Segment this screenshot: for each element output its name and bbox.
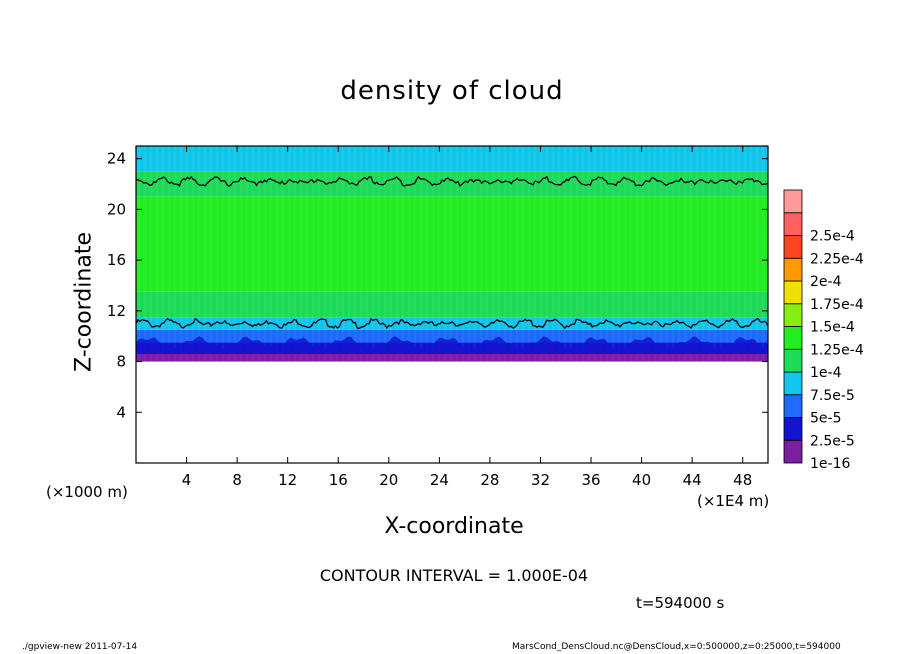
chart-title: density of cloud [340,76,564,106]
x-tick-label: 12 [278,471,297,489]
contour-interval-text: CONTOUR INTERVAL = 1.000E-04 [319,566,589,585]
density-field [136,146,768,362]
y-tick-label: 8 [116,353,126,371]
colorbar-label: 2.5e-5 [810,433,855,449]
colorbar-box [783,212,803,236]
contour-lines [135,175,769,330]
x-tick-label: 44 [683,471,702,489]
footer-right: MarsCond_DensCloud.nc@DensCloud,x=0:5000… [512,642,841,652]
y-tick-label: 20 [107,200,126,218]
colorbar-box [783,280,803,305]
x-tick-label: 24 [430,471,449,489]
y-tick-label: 16 [107,251,126,269]
colorbar-label: 1.25e-4 [810,342,864,358]
colorbar-box [783,303,803,327]
colorbar-box [783,257,803,282]
colorbar-box [783,235,803,259]
y-tick-label: 12 [107,302,126,320]
footer-left: ./gpview-new 2011-07-14 [22,642,138,652]
colorbar-label: 1e-4 [810,365,842,381]
x-tick-label: 36 [581,471,600,489]
x-tick-label: 40 [632,471,651,489]
field-texture [136,146,768,362]
x-tick-label: 28 [480,471,499,489]
field-ripple [136,336,768,354]
x-tick-label: 32 [531,471,550,489]
x-axis-label: X-coordinate [384,514,524,539]
colorbar-box [783,371,803,396]
colorbar-label: 1.75e-4 [810,297,864,313]
colorbar-box [783,439,803,464]
colorbar-label: 2.25e-4 [810,251,864,267]
y-tick-label: 24 [107,150,126,168]
colorbar-box [783,326,803,350]
colorbar-box [783,394,803,418]
x-tick-label: 20 [379,471,398,489]
time-text: t=594000 s [636,594,725,612]
contour-line-1 [135,175,769,188]
z-unit-label: (×1000 m) [46,483,128,501]
x-tick-label: 48 [733,471,752,489]
x-tick-label: 16 [329,471,348,489]
colorbar-box [783,189,803,214]
colorbar-label: 2.5e-4 [810,229,855,245]
y-tick-label: 4 [116,403,126,421]
contour-line-0 [135,317,769,330]
plot-frame [135,145,769,464]
colorbar-box [783,348,803,373]
colorbar-label: 1e-16 [810,456,850,472]
colorbar: 1e-16 2.5e-5 5e-5 7.5e-5 1e-4 1.25e-4 1.5e-4 1.… [783,189,864,472]
colorbar-label: 1.5e-4 [810,320,855,336]
x-unit-label: (×1E4 m) [697,492,770,510]
colorbar-label: 5e-5 [810,411,841,427]
colorbar-box [783,417,803,441]
colorbar-label: 2e-4 [810,274,842,290]
colorbar-label: 7.5e-5 [810,388,855,404]
y-axis-label: Z-coordinate [71,232,97,372]
x-tick-label: 4 [182,471,192,489]
x-tick-label: 8 [232,471,242,489]
